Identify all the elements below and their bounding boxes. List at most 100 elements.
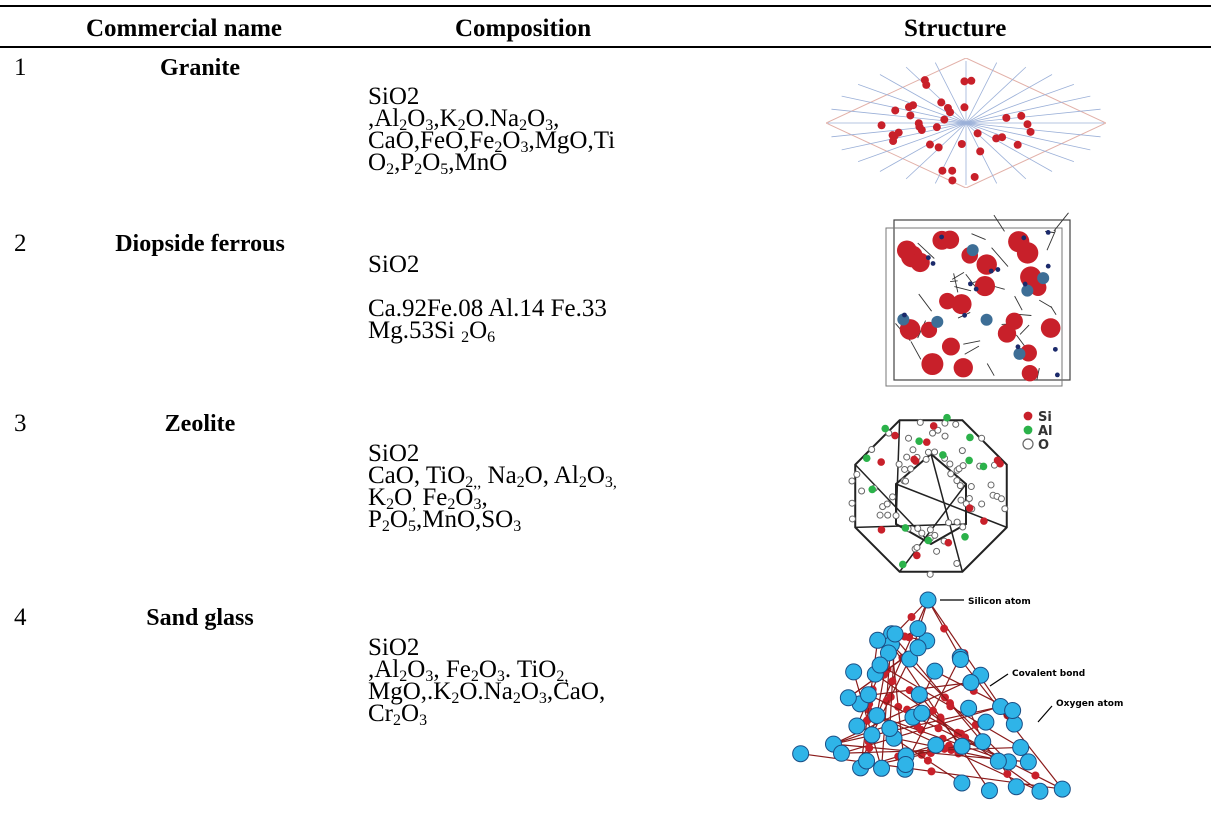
framework-atom bbox=[922, 438, 931, 446]
silicon-atom bbox=[952, 650, 970, 668]
oxygen-atom bbox=[928, 706, 937, 715]
legend-o-marker bbox=[1022, 438, 1034, 450]
framework-atom bbox=[939, 451, 947, 459]
oxygen-atom bbox=[958, 447, 966, 455]
composition-line: K2O, Fe2O3, bbox=[368, 484, 488, 513]
bond-line bbox=[963, 340, 981, 345]
oxygen-atom bbox=[910, 252, 930, 273]
silicon-atom bbox=[980, 782, 998, 800]
bond-line bbox=[965, 95, 1091, 124]
legend-o-label: O bbox=[1038, 438, 1049, 453]
oxygen-atom bbox=[918, 529, 926, 537]
oxygen-atom bbox=[1003, 769, 1012, 778]
bond-line bbox=[841, 122, 967, 151]
oxygen-atom bbox=[931, 531, 939, 539]
framework-atom bbox=[899, 560, 907, 569]
bond-line bbox=[986, 363, 995, 376]
silicon-atom bbox=[1004, 702, 1022, 720]
small-atom bbox=[930, 261, 936, 266]
silicon-atom bbox=[839, 689, 857, 707]
oxygen-atom bbox=[952, 420, 960, 428]
silicon-atom bbox=[910, 686, 928, 704]
silicon-atom bbox=[848, 717, 866, 735]
small-atom bbox=[995, 267, 1001, 272]
oxygen-atom bbox=[916, 418, 924, 426]
oxygen-atom bbox=[956, 482, 964, 490]
silicon-atom bbox=[974, 733, 992, 751]
bond-line bbox=[993, 214, 1005, 232]
framework-atom bbox=[944, 538, 953, 547]
bond-line bbox=[895, 483, 1008, 529]
composition-line: ,Al2O3, Fe2O3. TiO2, bbox=[368, 656, 569, 685]
silicon-atom bbox=[863, 726, 881, 744]
oxygen-atom bbox=[987, 481, 995, 489]
oxygen-atom bbox=[976, 254, 997, 275]
row-4-number: 4 bbox=[14, 604, 27, 631]
oxygen-atom bbox=[973, 129, 982, 138]
oxygen-atom bbox=[906, 111, 915, 120]
small-atom bbox=[988, 268, 994, 274]
oxygen-atom bbox=[858, 487, 866, 495]
silicon-atom bbox=[926, 662, 944, 680]
framework-atom bbox=[961, 533, 969, 541]
oxygen-atom bbox=[886, 692, 895, 701]
oxygen-atom bbox=[953, 518, 961, 526]
oxygen-atom bbox=[959, 462, 967, 470]
oxygen-atom bbox=[948, 166, 957, 175]
oxygen-atom bbox=[939, 292, 956, 310]
bond-line bbox=[917, 242, 935, 259]
legend-al-marker bbox=[1022, 424, 1034, 436]
oxygen-atom bbox=[909, 101, 918, 110]
composition-line: SiO2 bbox=[368, 440, 420, 467]
oxygen-atom bbox=[914, 524, 922, 532]
oxygen-atom bbox=[937, 98, 946, 107]
oxygen-atom bbox=[946, 460, 954, 468]
cation-atom bbox=[931, 315, 944, 328]
oxygen-atom bbox=[865, 743, 874, 752]
silicon-atom bbox=[989, 752, 1007, 770]
composition-line: MgO,.K2O.Na2O3,CaO, bbox=[368, 678, 606, 707]
oxygen-atom bbox=[978, 500, 986, 508]
cation-atom bbox=[1013, 347, 1026, 360]
oxygen-atom bbox=[1023, 120, 1032, 129]
composition-line: P2O5,MnO,SO3 bbox=[368, 506, 522, 535]
oxygen-atom bbox=[1017, 111, 1026, 120]
unit-cell-frame bbox=[885, 227, 1063, 387]
oxygen-atom bbox=[903, 453, 911, 461]
granite-structure-image bbox=[826, 58, 1106, 188]
oxygen-atom bbox=[1013, 140, 1022, 149]
small-atom bbox=[1054, 372, 1060, 378]
oxygen-atom bbox=[891, 106, 900, 115]
framework-atom bbox=[877, 458, 885, 466]
framework-atom bbox=[996, 459, 1004, 468]
sand-glass-structure-image: Silicon atom Covalent bond Oxygen atom bbox=[792, 591, 1123, 800]
oxygen-atom bbox=[921, 353, 944, 376]
silicon-atom bbox=[845, 663, 863, 681]
oxygen-atom bbox=[946, 702, 955, 711]
silicon-atom bbox=[960, 699, 978, 717]
row-3-name: Zeolite bbox=[164, 411, 236, 437]
oxygen-atom bbox=[943, 103, 952, 112]
cation-atom bbox=[1037, 272, 1050, 285]
oxygen-atom bbox=[978, 434, 986, 442]
bond-line bbox=[1050, 306, 1057, 315]
oxygen-atom bbox=[997, 495, 1005, 503]
silicon-atom bbox=[962, 674, 980, 692]
small-atom bbox=[1021, 235, 1027, 241]
silicon-atom bbox=[909, 620, 927, 638]
oxygen-atom bbox=[905, 434, 913, 442]
framework-atom bbox=[965, 456, 973, 465]
bond-line bbox=[918, 293, 932, 312]
oxygen-atom bbox=[1008, 231, 1030, 253]
table-top-rule bbox=[0, 5, 1211, 7]
row-2-number: 2 bbox=[14, 230, 27, 257]
oxygen-atom bbox=[953, 358, 973, 378]
composition-line: Mg.53Si 2O6 bbox=[368, 317, 496, 346]
bond-line bbox=[965, 66, 1027, 124]
bond-line bbox=[1053, 212, 1069, 232]
bond-line bbox=[1014, 295, 1023, 311]
row-3-number: 3 bbox=[14, 410, 27, 437]
oxygen-atom bbox=[960, 103, 969, 112]
framework-atom bbox=[943, 413, 951, 422]
silicon-atom bbox=[953, 774, 971, 792]
